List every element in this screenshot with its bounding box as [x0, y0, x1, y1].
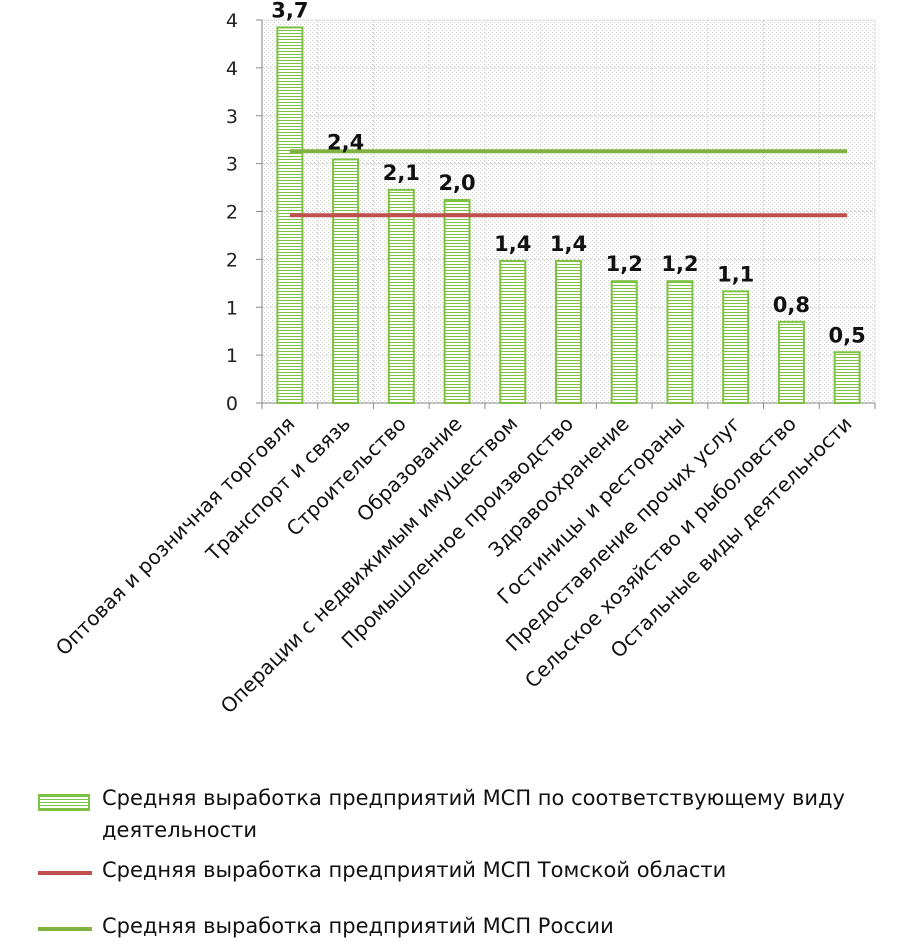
bars [276, 26, 861, 405]
bar-value-label: 3,7 [271, 0, 308, 22]
bar-value-label: 1,1 [717, 262, 754, 286]
y-tick-label: 4 [226, 58, 238, 80]
legend-swatch-tomsk-line [38, 871, 92, 875]
y-tick-label: 2 [226, 249, 238, 271]
legend-label-russia: Средняя выработка предприятий МСП России [102, 914, 614, 938]
y-tick-label: 3 [226, 154, 238, 176]
bar-value-label: 1,4 [550, 232, 587, 256]
bar [555, 259, 582, 405]
bar [332, 158, 360, 404]
bar-value-label: 1,2 [661, 252, 698, 276]
y-tick-label: 2 [226, 202, 238, 224]
bar [777, 320, 805, 404]
x-tick-label: Оптовая и розничная торговля [51, 412, 300, 661]
bar [666, 280, 694, 404]
legend-swatch-bars [38, 794, 90, 811]
bar [610, 280, 638, 404]
bar-value-label: 2,4 [327, 130, 364, 154]
bar [833, 351, 861, 405]
data-labels: 3,7 2,4 2,1 2,0 1,4 1,4 1,2 1,2 1,1 0,8 0,5 [271, 0, 865, 347]
bar-value-label: 1,4 [494, 232, 531, 256]
y-tick-label: 0 [226, 393, 238, 415]
bar [387, 188, 415, 404]
bar-value-label: 2,1 [383, 161, 420, 185]
bar [722, 290, 750, 404]
bar [499, 259, 527, 405]
bar-value-label: 1,2 [606, 252, 643, 276]
legend-swatch-russia-line [38, 927, 92, 931]
y-tick-label: 1 [226, 345, 238, 367]
bar-value-label: 0,8 [773, 293, 810, 317]
legend-label-tomsk: Средняя выработка предприятий МСП Томско… [102, 858, 727, 882]
y-tick-label: 1 [226, 297, 238, 319]
bar-value-label: 0,5 [829, 323, 866, 347]
average-lines [289, 149, 848, 218]
legend-label-activity: Средняя выработка предприятий МСП по соо… [102, 786, 845, 842]
y-tick-labels: 0 1 1 2 2 3 3 4 4 [226, 10, 238, 415]
y-tick-label: 3 [226, 106, 238, 128]
bar-value-label: 2,0 [438, 171, 475, 195]
bar [443, 199, 471, 404]
y-tick-label: 4 [226, 10, 238, 32]
